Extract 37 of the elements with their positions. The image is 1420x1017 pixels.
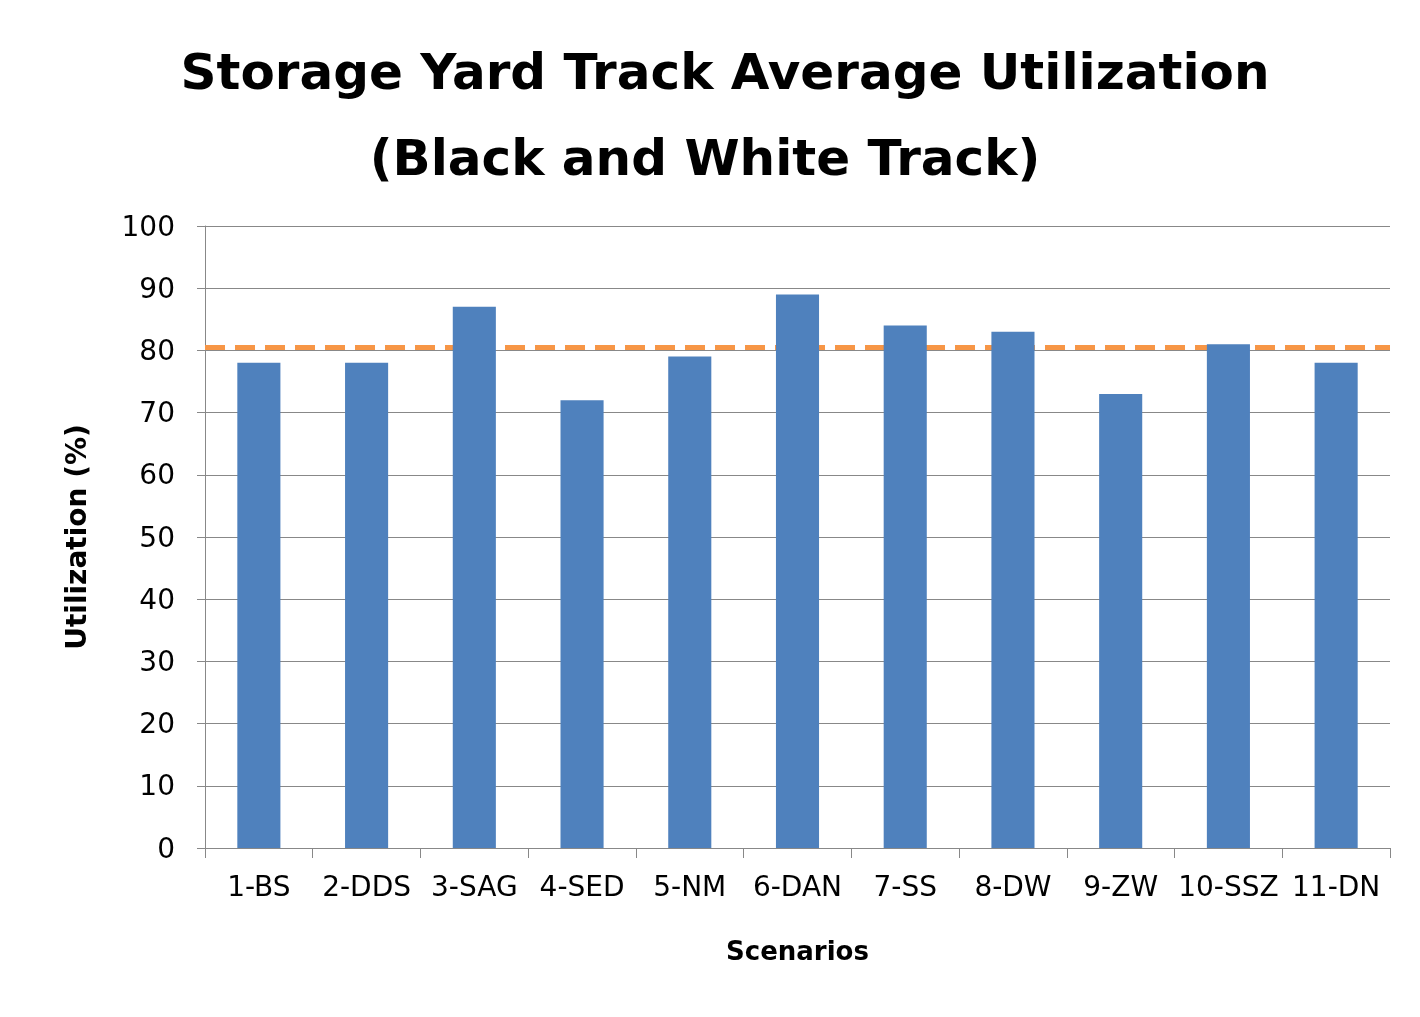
x-tick-label: 10-SSZ bbox=[1178, 869, 1279, 903]
y-tick-label: 60 bbox=[139, 458, 175, 492]
x-tick-label: 2-DDS bbox=[322, 869, 411, 903]
x-tick-label: 7-SS bbox=[873, 869, 937, 903]
x-tick-label: 1-BS bbox=[227, 869, 291, 903]
y-tick-label: 30 bbox=[139, 644, 175, 678]
chart-subtitle: (Black and White Track) bbox=[369, 129, 1041, 187]
y-tick-label: 40 bbox=[139, 582, 175, 616]
x-tick-label: 8-DW bbox=[974, 869, 1052, 903]
y-tick-label: 10 bbox=[139, 769, 175, 803]
y-tick-label: 50 bbox=[139, 520, 175, 554]
x-tick-label: 11-DN bbox=[1292, 869, 1381, 903]
y-tick-label: 80 bbox=[139, 333, 175, 367]
y-tick-label: 0 bbox=[157, 831, 175, 865]
x-tick-label: 5-NM bbox=[653, 869, 727, 903]
y-axis-title: Utilization (%) bbox=[59, 424, 93, 650]
bar bbox=[560, 400, 604, 848]
bar bbox=[452, 306, 496, 848]
bar bbox=[1099, 393, 1143, 848]
x-tick-label: 6-DAN bbox=[752, 869, 843, 903]
y-tick-label: 100 bbox=[121, 209, 175, 243]
bar bbox=[883, 325, 927, 848]
x-tick-label: 3-SAG bbox=[431, 869, 518, 903]
y-tick-label: 70 bbox=[139, 396, 175, 430]
bar bbox=[1314, 362, 1358, 848]
x-tick-label: 4-SED bbox=[539, 869, 625, 903]
bar bbox=[345, 362, 389, 848]
x-axis-title: Scenarios bbox=[726, 936, 869, 966]
chart-title: Storage Yard Track Average Utilization bbox=[180, 43, 1270, 101]
bar bbox=[991, 331, 1035, 848]
y-tick-label: 20 bbox=[139, 707, 175, 741]
bar bbox=[668, 356, 712, 848]
y-tick-label: 90 bbox=[139, 271, 175, 305]
bar bbox=[237, 362, 281, 848]
x-tick-label: 9-ZW bbox=[1083, 869, 1159, 903]
bar bbox=[1206, 344, 1250, 848]
bar bbox=[775, 294, 820, 848]
